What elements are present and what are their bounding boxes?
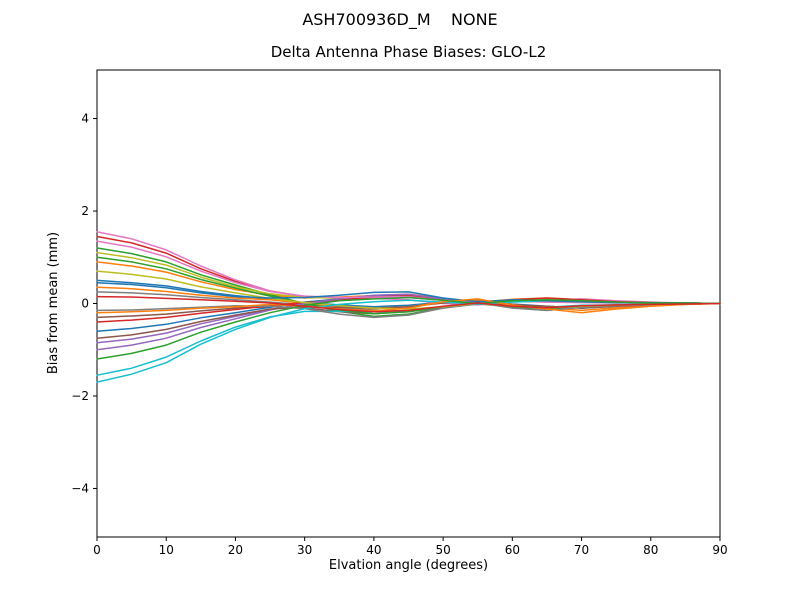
data-line-line-24 <box>96 295 721 313</box>
x-tick-label: 70 <box>574 543 589 557</box>
y-axis-ticks: −4 −2 0 2 4 <box>71 112 97 495</box>
x-tick-label: 50 <box>435 543 450 557</box>
y-tick-label: 4 <box>81 112 89 126</box>
y-tick-label: 2 <box>81 204 89 218</box>
x-tick-label: 60 <box>505 543 520 557</box>
y-tick-label: −2 <box>71 389 89 403</box>
x-tick-label: 10 <box>159 543 174 557</box>
y-axis-label: Bias from mean (mm) <box>46 232 61 374</box>
x-tick-label: 80 <box>643 543 658 557</box>
data-line-line-22 <box>96 298 721 314</box>
x-axis-label: Elvation angle (degrees) <box>328 558 489 573</box>
axes-title: Delta Antenna Phase Biases: GLO-L2 <box>270 43 547 61</box>
x-tick-label: 20 <box>228 543 243 557</box>
data-line-line-23 <box>96 296 721 360</box>
figure-title: ASH700936D_M NONE <box>302 10 498 29</box>
x-tick-label: 40 <box>366 543 381 557</box>
x-tick-label: 90 <box>712 543 727 557</box>
x-axis-ticks: 0 10 20 30 40 50 60 70 80 90 <box>93 537 728 557</box>
x-tick-label: 0 <box>93 543 101 557</box>
x-tick-label: 30 <box>297 543 312 557</box>
y-tick-label: −4 <box>71 481 89 495</box>
y-tick-label: 0 <box>81 297 89 311</box>
data-line-line-18 <box>96 301 721 319</box>
plot-lines <box>96 231 721 383</box>
